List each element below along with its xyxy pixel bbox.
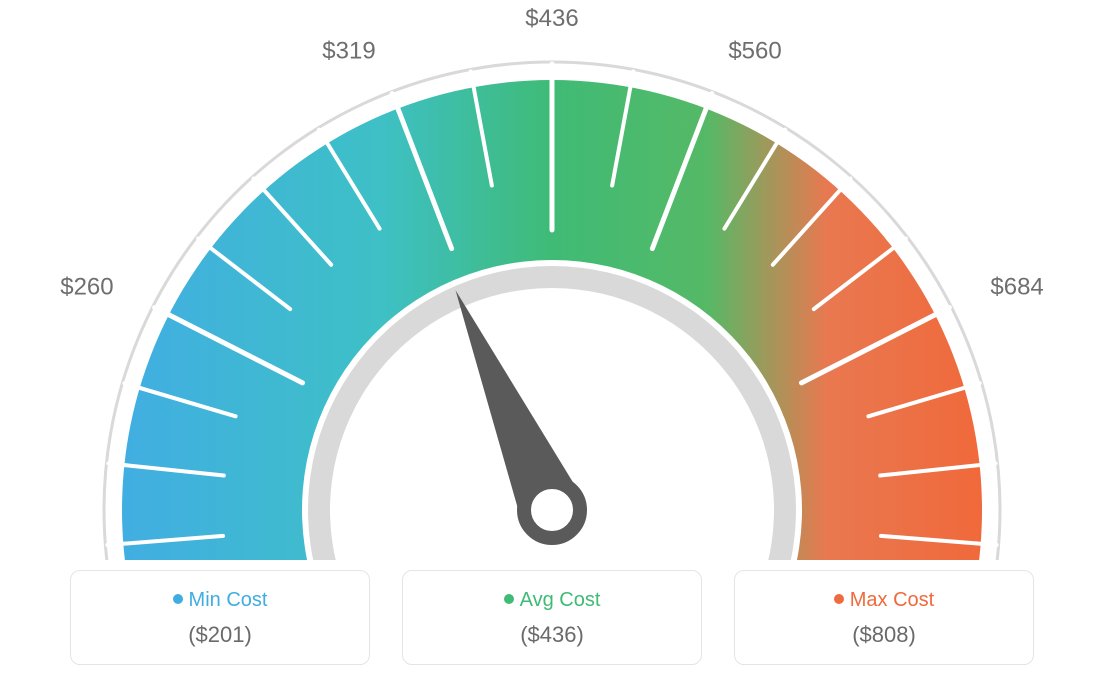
- gauge-tick-label: $560: [728, 38, 781, 65]
- legend-dot-max: [834, 594, 844, 604]
- gauge-tick-label: $436: [525, 5, 578, 32]
- legend-title-max: Max Cost: [735, 589, 1033, 612]
- legend-dot-avg: [504, 594, 514, 604]
- legend-label-min: Min Cost: [189, 589, 268, 611]
- legend-value-min: ($201): [71, 622, 369, 648]
- legend-label-max: Max Cost: [850, 589, 934, 611]
- legend-value-max: ($808): [735, 622, 1033, 648]
- gauge-needle-hub: [524, 482, 580, 538]
- legend-value-avg: ($436): [403, 622, 701, 648]
- gauge-tick-label: $684: [990, 274, 1043, 301]
- gauge-tick-label: $319: [322, 38, 375, 65]
- legend-title-min: Min Cost: [71, 589, 369, 612]
- legend-card-min: Min Cost ($201): [70, 570, 370, 665]
- legend-card-max: Max Cost ($808): [734, 570, 1034, 665]
- gauge-svg: $201$260$319$436$560$684$808: [0, 0, 1104, 560]
- gauge-tick-label: $260: [60, 274, 113, 301]
- legend-label-avg: Avg Cost: [520, 589, 601, 611]
- legend-row: Min Cost ($201) Avg Cost ($436) Max Cost ($80…: [0, 570, 1104, 665]
- legend-title-avg: Avg Cost: [403, 589, 701, 612]
- legend-card-avg: Avg Cost ($436): [402, 570, 702, 665]
- legend-dot-min: [173, 594, 183, 604]
- gauge-chart: $201$260$319$436$560$684$808: [0, 0, 1104, 560]
